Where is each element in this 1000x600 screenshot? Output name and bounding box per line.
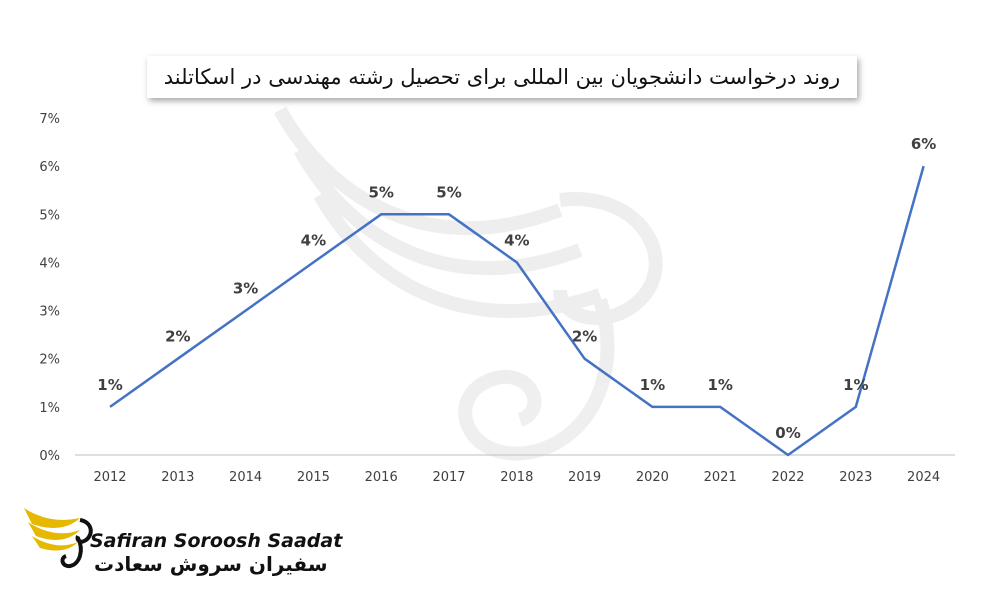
- data-label: 4%: [504, 231, 529, 249]
- chart-title-box: روند درخواست دانشجویان بین المللی برای ت…: [147, 56, 857, 98]
- x-axis-ticks: 2012 2013 2014 2015 2016 2017 2018 2019 2020 2021…: [93, 470, 940, 485]
- x-tick-label: 2016: [365, 470, 398, 485]
- data-label: 0%: [775, 424, 800, 442]
- x-tick-label: 2013: [161, 470, 194, 485]
- logo-name-en: Safiran Soroosh Saadat: [90, 530, 343, 552]
- y-tick-label: 3%: [39, 305, 60, 320]
- y-axis-ticks: 0% 1% 2% 3% 4% 5% 6% 7%: [39, 112, 60, 464]
- data-label: 4%: [301, 231, 326, 249]
- y-tick-label: 0%: [39, 449, 60, 464]
- chart-title: روند درخواست دانشجویان بین المللی برای ت…: [163, 65, 841, 89]
- data-label: 1%: [640, 376, 665, 394]
- x-tick-label: 2012: [93, 470, 126, 485]
- x-tick-label: 2023: [839, 470, 872, 485]
- y-tick-label: 5%: [39, 208, 60, 223]
- x-tick-label: 2021: [704, 470, 737, 485]
- data-label: 6%: [911, 135, 936, 153]
- data-label: 2%: [572, 328, 597, 346]
- y-tick-label: 7%: [39, 112, 60, 127]
- x-tick-label: 2018: [500, 470, 533, 485]
- x-tick-label: 2017: [432, 470, 465, 485]
- data-label: 2%: [165, 328, 190, 346]
- y-tick-label: 2%: [39, 353, 60, 368]
- x-tick-label: 2015: [297, 470, 330, 485]
- x-tick-label: 2020: [636, 470, 669, 485]
- data-label: 5%: [436, 183, 461, 201]
- data-label: 5%: [368, 183, 393, 201]
- data-label: 1%: [707, 376, 732, 394]
- data-label: 1%: [843, 376, 868, 394]
- series-line: [109, 165, 925, 457]
- data-labels: 1% 2% 3% 4% 5% 5% 4% 2% 1% 1% 0% 1% 6%: [97, 135, 936, 442]
- logo-name-fa: سفیران سروش سعادت: [94, 552, 328, 576]
- y-tick-label: 6%: [39, 160, 60, 175]
- y-tick-label: 4%: [39, 256, 60, 271]
- data-label: 1%: [97, 376, 122, 394]
- data-label: 3%: [233, 280, 258, 298]
- x-tick-label: 2024: [907, 470, 940, 485]
- x-tick-label: 2014: [229, 470, 262, 485]
- y-tick-label: 1%: [39, 401, 60, 416]
- wing-logo-icon: [24, 508, 93, 569]
- x-tick-label: 2022: [771, 470, 804, 485]
- company-logo: Safiran Soroosh Saadat سفیران سروش سعادت: [22, 500, 342, 580]
- watermark-bird-icon: [273, 106, 663, 461]
- x-tick-label: 2019: [568, 470, 601, 485]
